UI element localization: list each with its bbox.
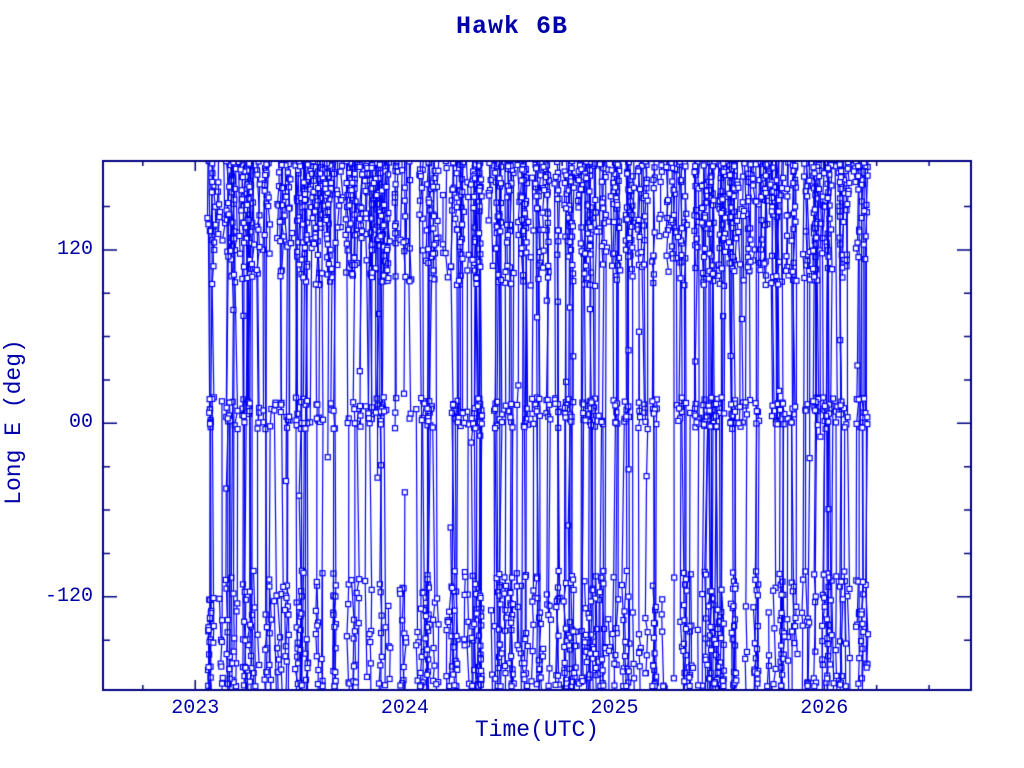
y-tick-label: -120: [44, 584, 93, 608]
x-axis-label: Time(UTC): [474, 717, 600, 743]
y-tick-label: 00: [68, 411, 93, 435]
x-tick-label: 2026: [800, 697, 849, 720]
x-tick-label: 2025: [590, 697, 639, 720]
chart-title: Hawk 6B: [455, 12, 569, 41]
x-tick-label: 2024: [380, 697, 429, 720]
y-tick-label: 120: [56, 237, 93, 261]
x-tick-label: 2023: [171, 697, 220, 720]
